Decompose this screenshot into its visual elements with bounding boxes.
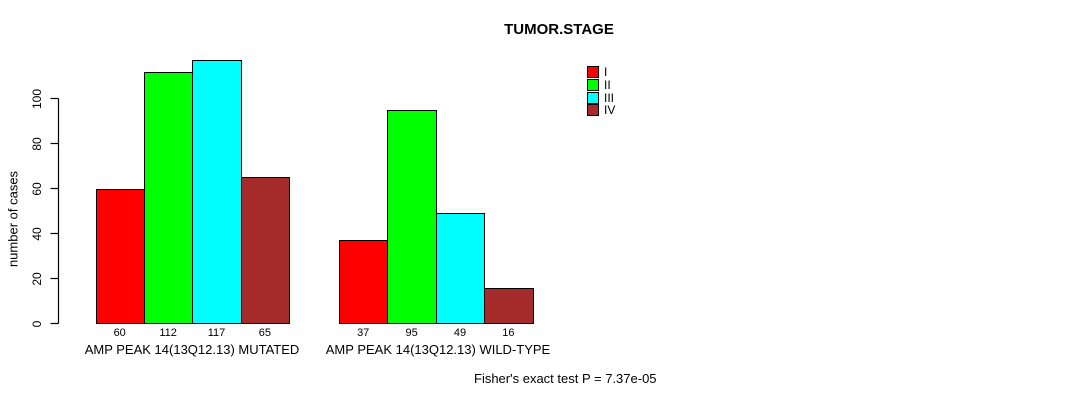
group-label-wildtype: AMP PEAK 14(13Q12.13) WILD-TYPE — [325, 342, 551, 357]
legend-swatch-ii — [587, 78, 599, 91]
y-tick-label: 20 — [30, 271, 44, 286]
bar-mutated-stage-iv — [240, 177, 291, 324]
fisher-test-annotation: Fisher's exact test P = 7.37e-05 — [474, 371, 657, 386]
group-label-mutated: AMP PEAK 14(13Q12.13) MUTATED — [84, 342, 300, 357]
y-tick-label: 100 — [30, 88, 44, 109]
y-tick-label: 40 — [30, 226, 44, 241]
y-tick-label: 0 — [30, 320, 44, 327]
legend-label-iv: IV — [604, 103, 616, 118]
chart-title: TUMOR.STAGE — [504, 21, 614, 38]
bar-wildtype-stage-i — [339, 240, 389, 324]
bar-mutated-stage-i — [95, 188, 145, 324]
bar-wildtype-stage-ii — [387, 109, 437, 324]
legend-swatch-iv — [587, 104, 599, 117]
bar-value-label: 117 — [207, 327, 226, 339]
bar-mutated-stage-ii — [143, 71, 194, 324]
bar-wildtype-stage-iv — [484, 287, 534, 324]
bar-value-label: 37 — [357, 327, 370, 339]
bar-value-label: 60 — [113, 327, 126, 339]
legend-label-i: I — [604, 65, 608, 79]
y-tick-label: 80 — [30, 136, 44, 151]
bar-value-label: 95 — [405, 327, 418, 339]
legend-swatch-iii — [587, 91, 599, 104]
legend-label-ii: II — [604, 77, 611, 92]
bar-value-label: 112 — [159, 327, 177, 339]
bar-value-label: 49 — [453, 327, 467, 339]
y-axis-label: number of cases — [5, 170, 21, 268]
bar-wildtype-stage-iii — [435, 213, 486, 324]
legend-label-iii: III — [604, 90, 615, 105]
y-tick-label: 60 — [30, 181, 44, 196]
legend-swatch-i — [587, 66, 599, 78]
bar-value-label: 65 — [258, 327, 272, 339]
bar-value-label: 16 — [502, 327, 515, 339]
bar-mutated-stage-iii — [192, 60, 242, 324]
